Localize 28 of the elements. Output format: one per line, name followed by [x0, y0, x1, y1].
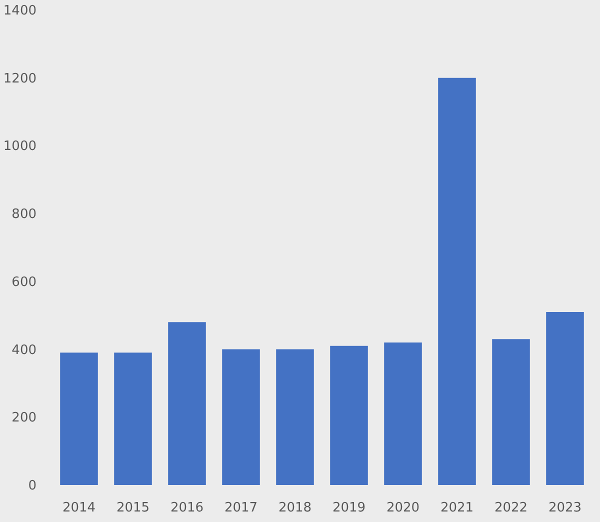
bar: [384, 342, 422, 485]
bar: [546, 312, 584, 485]
bar: [438, 78, 476, 485]
x-tick-label: 2021: [440, 500, 474, 516]
y-tick-label: 0: [28, 478, 36, 494]
x-tick-label: 2014: [62, 500, 96, 516]
y-tick-label: 600: [12, 274, 36, 290]
y-tick-label: 1400: [3, 4, 36, 18]
x-tick-label: 2019: [332, 500, 366, 516]
x-tick-label: 2022: [494, 500, 528, 516]
y-tick-label: 200: [12, 410, 36, 426]
bar: [492, 339, 530, 485]
x-tick-label: 2023: [548, 500, 582, 516]
bar: [114, 352, 152, 485]
x-tick-label: 2015: [116, 500, 150, 516]
x-tick-label: 2020: [386, 500, 420, 516]
bar: [168, 322, 206, 485]
y-tick-label: 1200: [3, 71, 36, 86]
bar: [276, 349, 314, 485]
bar: [222, 349, 260, 485]
bar: [330, 346, 368, 485]
x-tick-label: 2017: [224, 500, 258, 516]
y-tick-label: 400: [12, 342, 36, 358]
x-tick-label: 2018: [278, 500, 312, 516]
bar: [60, 352, 98, 485]
x-tick-label: 2016: [170, 500, 204, 516]
y-tick-label: 1000: [3, 139, 36, 154]
y-tick-label: 800: [12, 207, 36, 222]
